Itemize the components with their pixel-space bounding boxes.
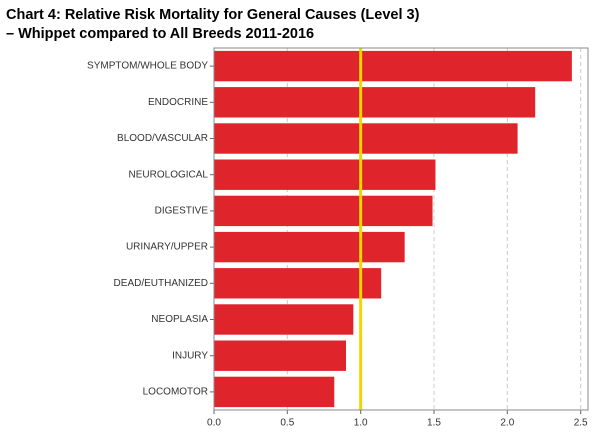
x-tick-label: 2.5 xyxy=(574,418,588,429)
x-tick-label: 0.0 xyxy=(207,418,221,429)
y-tick-label: SYMPTOM/WHOLE BODY xyxy=(87,61,208,72)
bar xyxy=(214,195,433,227)
y-tick-label: NEOPLASIA xyxy=(151,314,208,325)
y-tick-label: LOCOMOTOR xyxy=(143,387,208,398)
bar xyxy=(214,159,436,190)
y-tick-label: BLOOD/VASCULAR xyxy=(117,133,208,144)
x-tick-label: 2.0 xyxy=(500,418,514,429)
chart-title: Chart 4: Relative Risk Mortality for Gen… xyxy=(6,7,420,23)
bar xyxy=(214,87,536,118)
y-tick-label: NEUROLOGICAL xyxy=(129,169,209,180)
bar xyxy=(214,123,518,154)
x-tick-label: 1.0 xyxy=(354,418,368,429)
x-tick-label: 1.5 xyxy=(427,418,441,429)
x-tick-label: 0.5 xyxy=(280,418,294,429)
plot-frame xyxy=(213,47,589,411)
y-tick-label: INJURY xyxy=(172,350,208,361)
bar xyxy=(214,268,382,299)
bar xyxy=(214,231,405,263)
y-tick-label: URINARY/UPPER xyxy=(126,242,208,253)
bar xyxy=(214,304,354,335)
bar xyxy=(214,340,346,371)
y-tick-label: ENDOCRINE xyxy=(148,97,208,108)
y-tick-label: DIGESTIVE xyxy=(155,206,209,217)
bar xyxy=(214,376,335,408)
chart-subtitle: – Whippet compared to All Breeds 2011-20… xyxy=(6,26,314,42)
bar xyxy=(214,50,572,82)
y-tick-label: DEAD/EUTHANIZED xyxy=(114,278,208,289)
